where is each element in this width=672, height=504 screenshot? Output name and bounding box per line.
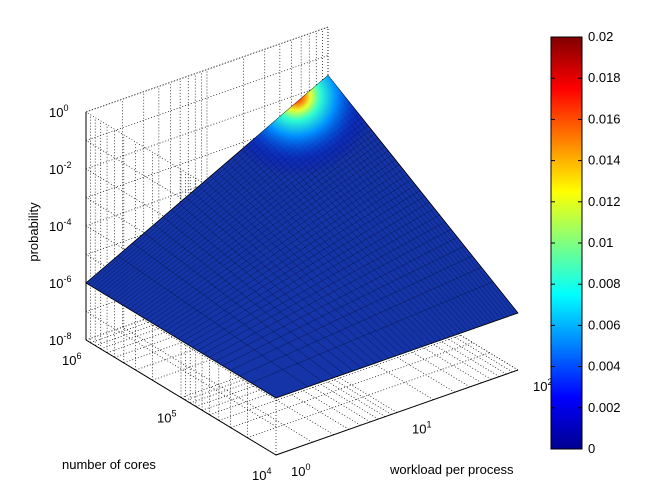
axis-frame bbox=[85, 112, 519, 456]
z-axis-label: probability bbox=[26, 202, 41, 262]
x-axis-label: workload per process bbox=[389, 462, 514, 477]
y-tick-labels: 104 105 106 bbox=[62, 351, 271, 483]
z-tick-label: 100 bbox=[49, 103, 68, 120]
z-tick-label: 10-2 bbox=[49, 160, 71, 177]
x-tick-label: 100 bbox=[291, 462, 310, 479]
x-tick-label: 101 bbox=[412, 420, 431, 437]
colorbar-tick-label: 0.016 bbox=[588, 111, 621, 126]
x-tick-labels: 100 101 102 bbox=[291, 377, 552, 479]
colorbar-tick-label: 0.008 bbox=[588, 276, 621, 291]
z-tick-label: 10-4 bbox=[49, 217, 71, 234]
surface-mesh bbox=[85, 74, 519, 399]
colorbar-ticks: 0 0.002 0.004 0.006 0.008 0.01 0.012 0.014 0.016… bbox=[551, 29, 621, 456]
z-tick-label: 10-6 bbox=[49, 274, 71, 291]
y-tick-label: 104 bbox=[252, 466, 271, 483]
colorbar-tick-label: 0.012 bbox=[588, 194, 621, 209]
colorbar: 0 0.002 0.004 0.006 0.008 0.01 0.012 0.014 0.016… bbox=[550, 29, 621, 456]
z-tick-labels: 100 10-2 10-4 10-6 10-8 bbox=[49, 103, 71, 348]
y-axis-label: number of cores bbox=[62, 457, 156, 472]
y-tick-label: 105 bbox=[157, 409, 176, 426]
colorbar-tick-label: 0 bbox=[588, 441, 595, 456]
colorbar-tick-label: 0.004 bbox=[588, 359, 621, 374]
colorbar-tick-label: 0.006 bbox=[588, 317, 621, 332]
colorbar-tick-label: 0.002 bbox=[588, 400, 621, 415]
colorbar-gradient bbox=[550, 36, 583, 450]
colorbar-tick-label: 0.014 bbox=[588, 153, 621, 168]
colorbar-tick-label: 0.01 bbox=[588, 235, 613, 250]
colorbar-tick-label: 0.018 bbox=[588, 70, 621, 85]
z-tick-label: 10-8 bbox=[49, 331, 71, 348]
colorbar-tick-label: 0.02 bbox=[588, 29, 613, 44]
x-tick-label: 102 bbox=[533, 377, 552, 394]
y-tick-label: 106 bbox=[62, 351, 81, 368]
surface-peak-highlight bbox=[219, 75, 414, 296]
